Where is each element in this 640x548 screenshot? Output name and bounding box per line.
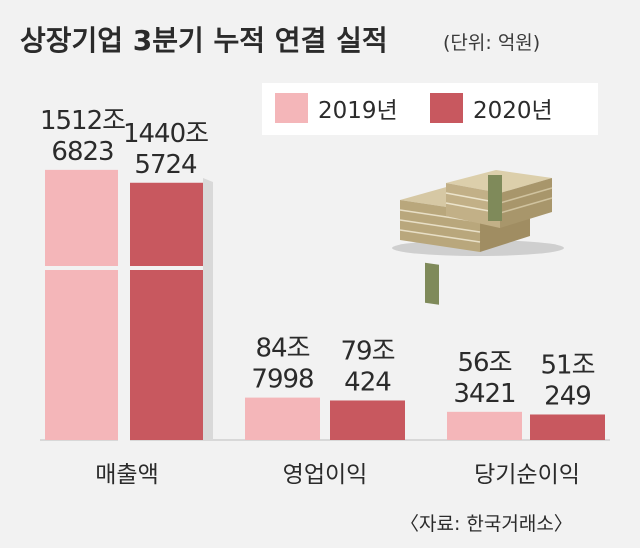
bar-1-2	[128, 182, 203, 440]
bar-1-1	[45, 169, 120, 440]
value-label-1-2-2: 5724	[134, 150, 197, 180]
category-label-3: 당기순이익	[474, 462, 580, 488]
legend-swatch-2020	[430, 93, 463, 123]
value-label-1-1-1: 1512조	[40, 106, 125, 136]
value-label-3-2-1: 51조	[540, 350, 594, 380]
value-label-1-2-1: 1440조	[123, 119, 208, 149]
value-label-2-1-1: 84조	[255, 334, 309, 364]
category-labels: 매출액 영업이익 당기순이익	[95, 462, 580, 488]
legend-label-2019: 2019년	[318, 98, 398, 124]
bar-shadow	[203, 178, 213, 440]
value-label-3-2-2: 249	[544, 381, 591, 411]
value-label-3-1-1: 56조	[457, 348, 511, 378]
category-label-1: 매출액	[95, 462, 158, 488]
bar-3-1	[447, 411, 522, 440]
axis-break-gap	[118, 160, 130, 450]
source-note: 〈자료: 한국거래소〉	[400, 513, 573, 535]
value-label-1-1-2: 6823	[51, 137, 113, 167]
legend-swatch-2019	[275, 93, 308, 123]
value-label-2-2-1: 79조	[340, 336, 394, 366]
value-label-2-2-2: 424	[344, 367, 391, 397]
bar-3-2	[530, 414, 605, 440]
category-label-2: 영업이익	[283, 462, 368, 488]
bar-2-1	[245, 397, 320, 440]
bar-2-2	[330, 400, 405, 440]
value-label-2-1-2: 7998	[251, 365, 313, 395]
chart-title: 상장기업 3분기 누적 연결 실적	[20, 24, 388, 57]
money-stack-icon	[392, 170, 564, 305]
legend-label-2020: 2020년	[473, 98, 553, 124]
bars	[40, 160, 605, 450]
legend: 2019년 2020년	[262, 83, 598, 135]
chart-unit: (단위: 억원)	[443, 32, 540, 54]
value-label-3-1-2: 3421	[453, 379, 515, 409]
